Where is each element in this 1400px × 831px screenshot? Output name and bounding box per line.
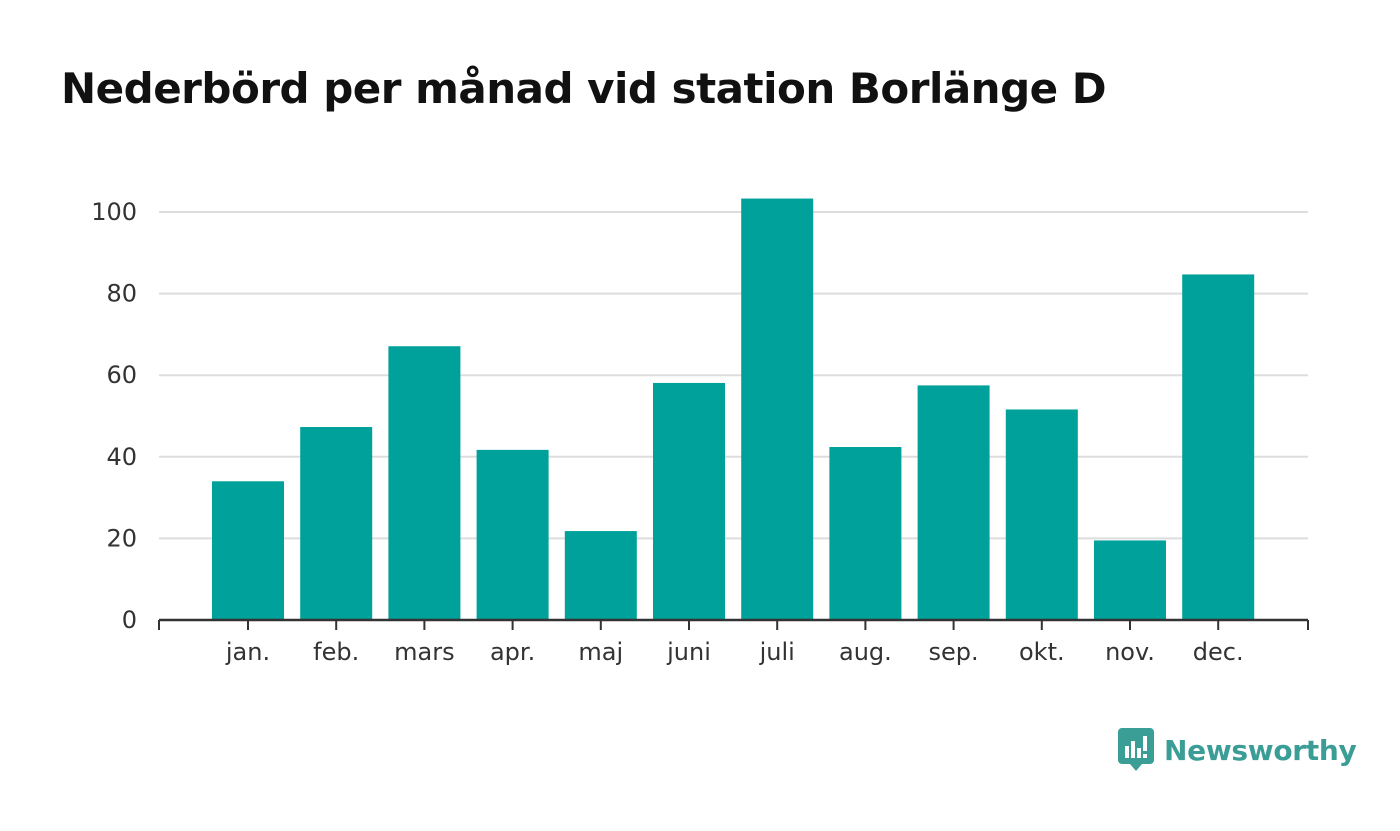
bar-jan <box>212 481 284 620</box>
x-tick-label: maj <box>578 638 623 666</box>
bar-chart-speech-bubble-icon <box>1118 728 1154 771</box>
bar-apr <box>476 449 549 620</box>
y-tick-label: 60 <box>106 361 137 389</box>
x-tick-label: dec. <box>1193 638 1244 666</box>
x-tick-label: juni <box>666 638 711 666</box>
bars <box>212 198 1255 620</box>
newsworthy-logo: Newsworthy <box>1118 728 1357 772</box>
y-tick-label: 100 <box>91 198 137 226</box>
x-tick-label: jan. <box>225 638 270 666</box>
x-tick-label: apr. <box>490 638 535 666</box>
x-axis-ticks: jan. feb. mars apr. maj juni juli aug. sep. okt. n… <box>225 620 1244 666</box>
brand-name: Newsworthy <box>1164 733 1357 767</box>
y-tick-label: 0 <box>122 606 137 634</box>
bar-dec <box>1182 274 1255 620</box>
x-tick-label: nov. <box>1105 638 1155 666</box>
bar-mars <box>388 346 461 620</box>
x-tick-label: feb. <box>313 638 359 666</box>
bar-juni <box>653 382 725 620</box>
y-tick-label: 40 <box>106 443 137 471</box>
x-tick-label: sep. <box>929 638 979 666</box>
bar-feb <box>300 427 373 620</box>
bar-aug <box>829 447 902 620</box>
x-tick-label: aug. <box>839 638 892 666</box>
y-tick-label: 20 <box>106 524 137 552</box>
chart-title: Nederbörd per månad vid station Borlänge… <box>61 64 1107 113</box>
y-tick-label: 80 <box>106 280 137 308</box>
x-tick-label: okt. <box>1019 638 1065 666</box>
bar-sep <box>917 385 990 620</box>
bar-juli <box>741 198 814 620</box>
y-axis-ticks: 0 20 40 60 80 100 <box>91 198 137 634</box>
bar-maj <box>564 531 637 620</box>
x-tick-label: juli <box>759 638 795 666</box>
x-axis <box>158 618 1309 630</box>
x-tick-label: mars <box>394 638 454 666</box>
bar-okt <box>1005 409 1078 620</box>
bar-nov <box>1094 540 1166 620</box>
